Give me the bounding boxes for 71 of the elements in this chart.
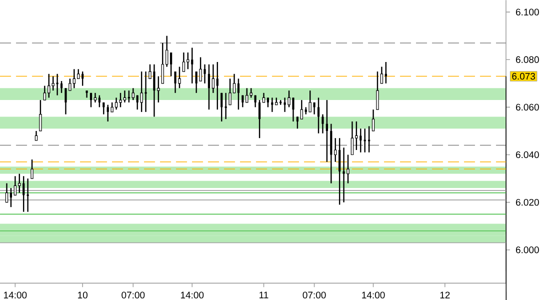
candlestick	[300, 99, 304, 120]
candlestick	[199, 56, 202, 82]
candlestick	[308, 90, 312, 113]
candlestick	[186, 52, 190, 70]
x-tick-label: 14:00	[4, 292, 27, 298]
candlestick	[346, 154, 350, 184]
candlestick	[212, 64, 215, 94]
candlestick	[110, 102, 114, 113]
candlestick	[220, 92, 223, 122]
x-tick-label: 11	[260, 292, 268, 298]
y-tick-label: 6.100	[516, 8, 539, 16]
candlestick	[338, 138, 341, 206]
candlestick	[182, 52, 186, 72]
candlestick	[296, 116, 298, 130]
candlestick	[132, 88, 134, 101]
candlestick	[5, 182, 8, 203]
candlestick	[18, 173, 21, 194]
ref-line-label: 6.073	[512, 72, 536, 80]
candlestick	[380, 66, 384, 84]
candlestick	[140, 70, 143, 113]
candlestick	[43, 85, 46, 101]
candlestick	[114, 97, 118, 110]
candlestick	[48, 73, 50, 98]
candlestick	[326, 99, 328, 162]
candlestick	[317, 97, 320, 134]
candlestick	[228, 78, 232, 106]
candlestick	[77, 68, 80, 80]
candlestick	[34, 130, 38, 142]
candlestick	[60, 80, 63, 94]
y-tick-label: 6.040	[516, 151, 539, 158]
candlestick	[372, 108, 375, 132]
candlestick	[262, 92, 266, 104]
y-tick-label: 6.060	[516, 104, 539, 111]
candlestick	[216, 61, 218, 110]
candlestick	[334, 138, 337, 162]
candlestick	[376, 70, 379, 110]
candlestick	[350, 120, 354, 156]
candlestick	[288, 90, 290, 108]
candlestick	[246, 88, 248, 104]
candlestick	[330, 123, 332, 184]
candlestick	[237, 78, 240, 110]
candlestick	[157, 76, 160, 104]
candlestick	[266, 97, 270, 108]
y-tick-label: 6.000	[516, 246, 539, 254]
candlestick	[30, 158, 34, 180]
y-tick-label: 6.020	[516, 198, 539, 206]
candlestick	[170, 52, 172, 77]
candlestick	[98, 94, 100, 108]
candlestick	[123, 90, 126, 104]
candlestick	[39, 99, 42, 132]
candlestick	[322, 114, 324, 134]
candlestick	[258, 99, 261, 139]
candlestick	[90, 92, 92, 108]
candlestick	[119, 92, 122, 108]
x-tick-label: 07:00	[122, 292, 145, 298]
candlestick	[355, 120, 358, 151]
y-tick-label: 6.080	[516, 56, 539, 63]
x-tick-label: 07:00	[302, 292, 326, 298]
candlestick	[271, 97, 274, 113]
candlestick	[178, 66, 181, 89]
x-tick-label: 12	[440, 292, 450, 298]
candlestick	[14, 176, 17, 196]
candlestick	[10, 187, 12, 208]
candlestick	[161, 42, 164, 84]
x-tick-label: 14:00	[362, 292, 385, 298]
x-tick-label: 14:00	[180, 292, 204, 298]
candlestick	[384, 61, 387, 84]
x-tick-label: 10	[78, 292, 88, 298]
candlestick	[52, 76, 54, 92]
candlestick	[208, 64, 210, 110]
candlestick	[94, 92, 97, 104]
